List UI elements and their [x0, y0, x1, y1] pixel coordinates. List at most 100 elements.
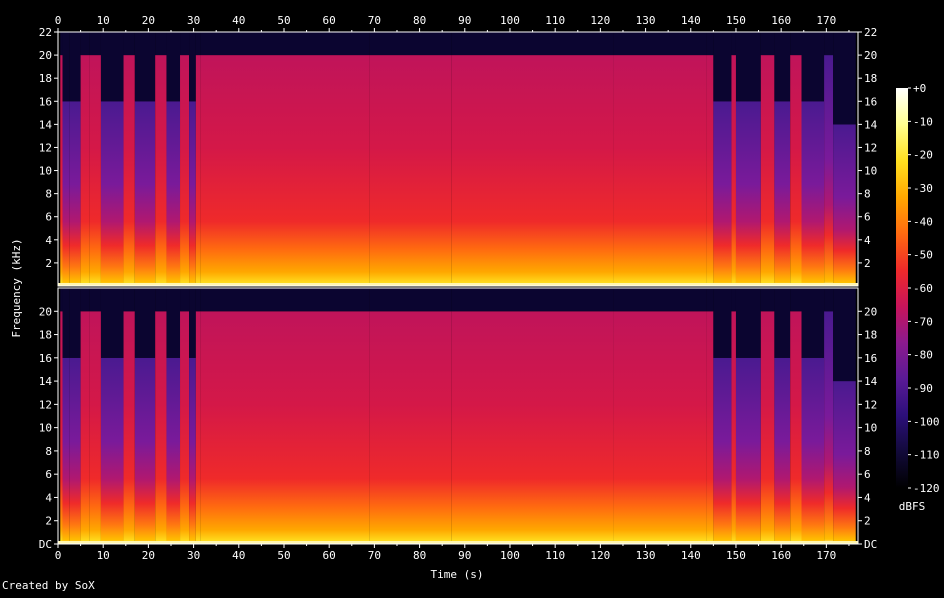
y-tick-label: 16 [39, 95, 52, 108]
y-tick-label: 12 [39, 141, 52, 154]
spectrum-segment-headroom [123, 32, 135, 56]
y-tick-label: 8 [864, 445, 871, 458]
colorbar-tick-label: -40 [913, 215, 933, 228]
x-tick-label: 150 [726, 549, 746, 562]
x-axis-label: Time (s) [431, 568, 484, 581]
x-tick-label: 110 [545, 549, 565, 562]
spectrum-segment-headroom [180, 32, 190, 56]
y-tick-label: 16 [39, 352, 52, 365]
spectrum-segment [180, 55, 190, 286]
spectrum-segment [451, 55, 614, 286]
spectrum-segment [790, 55, 802, 286]
dc-band [58, 283, 858, 286]
y-tick-label: 16 [864, 95, 877, 108]
spectrum-segment-headroom [613, 32, 707, 56]
credit-text: Created by SoX [2, 579, 95, 592]
spectrum-segment-headroom [790, 288, 802, 312]
y-tick-label: 8 [45, 188, 52, 201]
spectrum-segment [195, 311, 201, 544]
spectrum-segment [824, 55, 834, 286]
spectrum-segment [713, 101, 732, 286]
spectrum-segment-headroom [189, 288, 196, 358]
y-tick-label: 18 [39, 72, 52, 85]
colorbar-tick-label: -90 [913, 382, 933, 395]
spectrum-segment [60, 55, 63, 286]
spectrum-segment [451, 311, 614, 544]
spectrum-segment-headroom [62, 32, 70, 102]
y-tick-label: 14 [864, 118, 878, 131]
y-tick-label: 4 [864, 234, 871, 247]
y-tick-label: 2 [864, 257, 871, 270]
spectrum-segment [123, 55, 135, 286]
spectrum-segment-headroom [80, 32, 90, 56]
x-tick-label: 40 [232, 14, 245, 27]
spectrum-segment [200, 55, 370, 286]
spectrum-segment [713, 357, 732, 544]
spectrum-segment [189, 101, 196, 286]
y-tick-label: 14 [864, 375, 878, 388]
spectrum-segment-headroom [706, 288, 714, 312]
spectrum-segment-headroom [123, 288, 135, 312]
colorbar-tick-label: +0 [913, 82, 926, 95]
spectrum-segment-headroom [166, 32, 181, 102]
spectrum-segment-headroom [369, 32, 452, 56]
y-tick-label: 6 [864, 211, 871, 224]
spectrum-segment-headroom [100, 32, 124, 102]
y-tick-label: 18 [864, 329, 877, 342]
x-tick-label: 80 [413, 549, 426, 562]
spectrum-segment-headroom [195, 288, 201, 312]
colorbar-tick-label: -30 [913, 182, 933, 195]
y-tick-label: 12 [864, 141, 877, 154]
spectrum-segment [69, 357, 81, 544]
spectrum-segment-headroom [713, 32, 732, 102]
spectrum-segment-headroom [735, 288, 761, 358]
spectrum-segment-headroom [824, 288, 834, 312]
spectrum-segment [774, 357, 791, 544]
spectrum-segment-headroom [801, 32, 825, 102]
x-tick-label: 140 [681, 14, 701, 27]
spectrum-segment-headroom [155, 288, 167, 312]
y-tick-label: 2 [45, 515, 52, 528]
x-tick-label: 100 [500, 549, 520, 562]
spectrum-segment-headroom [89, 32, 101, 56]
x-tick-label: 80 [413, 14, 426, 27]
spectrum-segment-headroom [189, 32, 196, 102]
spectrum-segment-headroom [613, 288, 707, 312]
spectrum-segment [369, 55, 452, 286]
y-tick-label: 16 [864, 352, 877, 365]
x-tick-label: 10 [97, 14, 110, 27]
spectrum-segment-headroom [60, 288, 63, 312]
y-tick-label: 10 [864, 165, 877, 178]
spectrum-segment [89, 55, 101, 286]
spectrum-segment-headroom [833, 32, 856, 125]
spectrum-segment-headroom [166, 288, 181, 358]
colorbar-tick-label: -20 [913, 149, 933, 162]
y-tick-label: 22 [864, 26, 877, 39]
spectrum-segment [369, 311, 452, 544]
spectrum-segment [706, 55, 714, 286]
spectrum-segment-headroom [89, 288, 101, 312]
spectrum-segment-headroom [760, 288, 775, 312]
x-tick-label: 120 [590, 549, 610, 562]
spectrum-segment-headroom [180, 288, 190, 312]
spectrum-segment-headroom [369, 288, 452, 312]
y-tick-label: 4 [864, 491, 871, 504]
spectrum-segment [613, 311, 707, 544]
spectrum-segment [180, 311, 190, 544]
spectrum-segment-headroom [60, 32, 63, 56]
x-tick-label: 30 [187, 14, 200, 27]
spectrum-segment [801, 357, 825, 544]
channel-2-spectrogram [58, 288, 858, 544]
colorbar-label: dBFS [899, 500, 926, 513]
x-tick-label: 150 [726, 14, 746, 27]
colorbar-scale [896, 88, 908, 488]
spectrum-segment [134, 357, 156, 544]
y-tick-label: 18 [864, 72, 877, 85]
spectrum-segment [62, 357, 70, 544]
y-tick-label: 6 [45, 468, 52, 481]
spectrum-segment [833, 381, 856, 544]
x-tick-label: 50 [277, 549, 290, 562]
x-tick-label: 10 [97, 549, 110, 562]
x-tick-label: 30 [187, 549, 200, 562]
y-tick-label: 10 [864, 422, 877, 435]
